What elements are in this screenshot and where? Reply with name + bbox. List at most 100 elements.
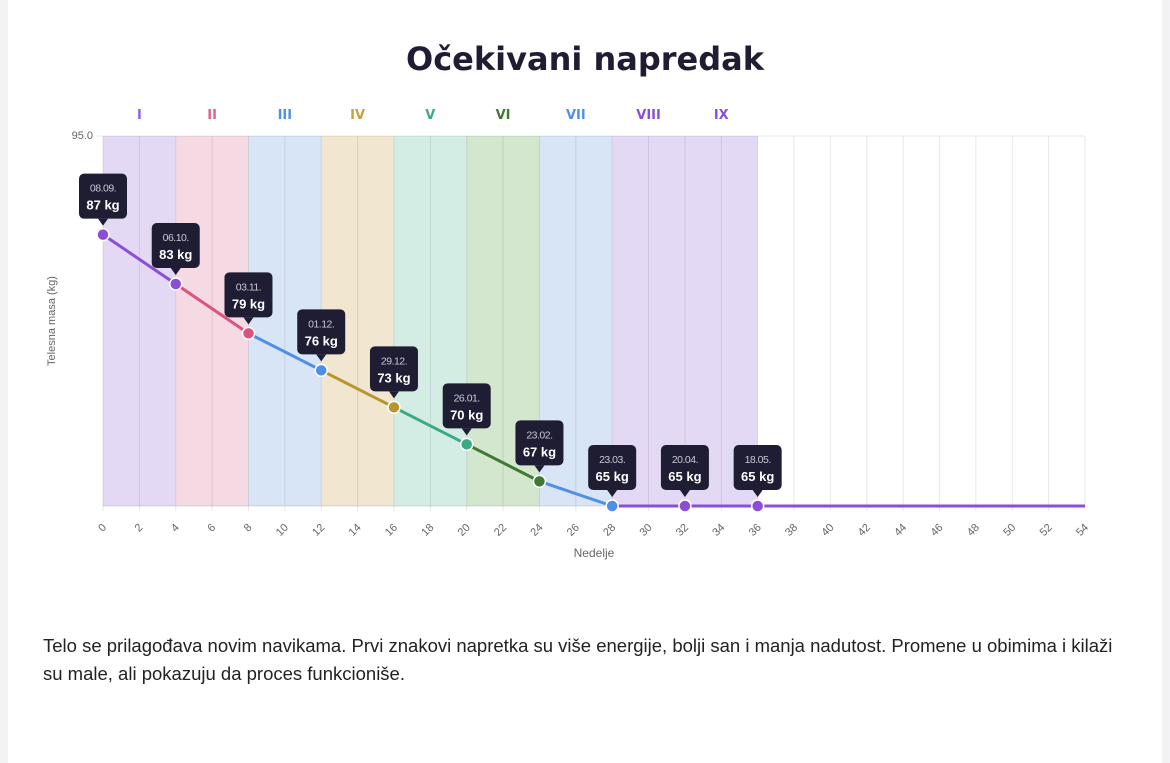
weight-progress-chart: I II III IV V VI VII VIII IX0 2 4 6 8 10 12 14 16 18 20 22 2…	[46, 108, 1091, 560]
x-tick-label: 8	[242, 522, 255, 535]
data-label-value: 83 kg	[159, 247, 192, 262]
x-tick-label: 6	[205, 522, 218, 535]
data-label-pointer	[316, 354, 327, 362]
phase-band	[684, 136, 758, 506]
x-tick-label: 52	[1038, 522, 1055, 539]
x-tick-label: 12	[310, 522, 327, 539]
x-axis-title: Nedelje	[574, 546, 615, 560]
data-label-box	[151, 223, 200, 268]
data-point	[459, 437, 474, 452]
x-tick-label: 38	[783, 522, 800, 539]
x-tick-label: 30	[638, 522, 655, 539]
data-label-value: 67 kg	[523, 444, 556, 459]
data-point	[96, 227, 110, 242]
y-tick-label: 95.0	[72, 130, 93, 142]
x-tick-label: 2	[133, 522, 146, 535]
data-label-value: 65 kg	[741, 469, 774, 484]
x-tick-label: 24	[528, 522, 545, 539]
data-label: 20.04. 65 kg	[660, 445, 709, 497]
data-label-box	[515, 420, 564, 466]
x-tick-label: 20	[456, 522, 473, 539]
data-label: 06.10. 83 kg	[151, 223, 200, 275]
data-label-date: 29.12.	[381, 355, 407, 367]
phase-label: V	[425, 108, 435, 123]
data-label: 29.12. 73 kg	[369, 346, 418, 399]
phase-label: IX	[714, 108, 729, 123]
x-tick-label: 16	[383, 522, 400, 539]
phase-label: III	[278, 108, 293, 123]
line-segment	[247, 331, 322, 372]
phase-label: VI	[496, 108, 511, 123]
phase-band	[175, 136, 249, 506]
data-label-box	[442, 383, 491, 429]
x-tick-label: 42	[856, 522, 873, 539]
data-label-date: 20.04.	[672, 454, 698, 466]
x-tick-label: 0	[96, 522, 109, 535]
data-label-date: 08.09.	[90, 183, 116, 195]
data-label-value: 79 kg	[232, 296, 265, 311]
data-label-date: 06.10.	[163, 232, 189, 244]
x-tick-label: 40	[819, 522, 836, 539]
x-tick-label: 28	[601, 522, 618, 539]
data-label-box	[79, 173, 127, 219]
data-label-pointer	[461, 428, 472, 436]
phase-band	[393, 136, 467, 506]
data-label-box	[297, 309, 346, 355]
data-label: 03.11. 79 kg	[224, 272, 273, 325]
data-label-box	[733, 445, 782, 490]
x-tick-label: 4	[169, 522, 182, 535]
data-label-box	[369, 346, 418, 392]
data-label-box	[660, 445, 709, 490]
phase-label: I	[137, 108, 142, 123]
data-label-box	[224, 272, 273, 318]
data-point	[241, 326, 256, 341]
line-segment	[538, 479, 613, 508]
page-title: Očekivani napredak	[405, 40, 764, 78]
data-point	[387, 400, 401, 415]
data-label-pointer	[679, 490, 690, 497]
phase-label: VII	[566, 108, 586, 123]
x-tick-label: 26	[565, 522, 582, 539]
data-point	[314, 363, 328, 378]
data-label-pointer	[98, 218, 108, 226]
data-label: 23.02. 67 kg	[515, 420, 564, 473]
data-label-box	[588, 445, 637, 490]
data-label-value: 76 kg	[305, 333, 338, 348]
line-segment	[174, 282, 250, 335]
x-tick-label: 48	[965, 522, 982, 539]
data-label-pointer	[170, 268, 181, 275]
x-tick-label: 32	[674, 522, 691, 539]
data-label-date: 18.05.	[745, 454, 771, 466]
data-label-date: 23.03.	[599, 454, 625, 466]
data-label: 08.09. 87 kg	[79, 173, 127, 226]
data-point	[605, 499, 619, 513]
data-label-pointer	[752, 490, 763, 497]
phase-label: VIII	[636, 108, 661, 123]
data-label-date: 26.01.	[454, 392, 480, 404]
data-label-pointer	[534, 465, 545, 473]
data-label: 23.03. 65 kg	[588, 445, 637, 497]
data-point	[750, 499, 765, 513]
line-segment	[466, 442, 541, 483]
x-tick-label: 54	[1074, 522, 1091, 539]
data-label-value: 70 kg	[450, 407, 483, 422]
data-label-value: 65 kg	[596, 469, 629, 484]
description-text: Telo se prilagođava novim navikama. Prvi…	[43, 635, 1113, 684]
phase-label: IV	[350, 108, 365, 123]
x-tick-label: 18	[419, 522, 436, 539]
data-label-date: 01.12.	[308, 318, 334, 330]
data-point	[678, 499, 692, 513]
data-label-value: 65 kg	[668, 469, 701, 484]
line-segment	[393, 405, 468, 446]
phase-label: II	[207, 108, 217, 123]
data-label: 26.01. 70 kg	[442, 383, 491, 436]
x-tick-label: 10	[274, 522, 291, 539]
data-label-date: 23.02.	[526, 429, 552, 441]
line-segment	[320, 368, 395, 409]
data-point	[532, 474, 547, 489]
data-label-pointer	[388, 391, 399, 399]
x-tick-label: 50	[1001, 522, 1018, 539]
x-tick-label: 46	[928, 522, 945, 539]
data-label: 18.05. 65 kg	[733, 445, 782, 497]
x-tick-label: 14	[347, 522, 364, 539]
